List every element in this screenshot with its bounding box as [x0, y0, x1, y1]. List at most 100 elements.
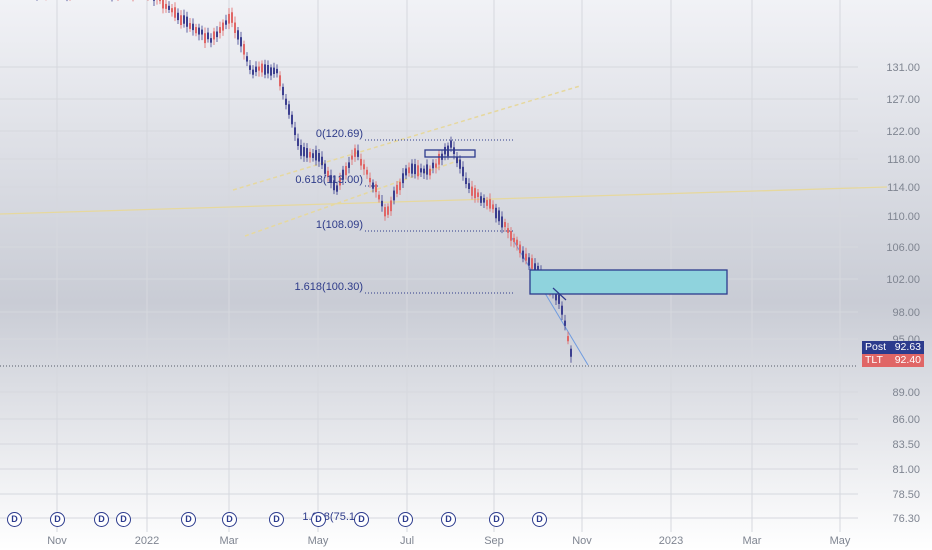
candle: [285, 98, 287, 105]
dividend-marker[interactable]: D: [222, 512, 237, 527]
candle: [210, 38, 212, 43]
candles: [36, 0, 572, 363]
candle: [276, 68, 278, 74]
candle: [312, 153, 314, 158]
candle: [252, 69, 254, 75]
candle: [192, 23, 194, 31]
candle: [249, 65, 251, 70]
candle: [159, 0, 161, 2]
candle: [381, 200, 383, 207]
candle: [324, 163, 326, 174]
candle: [495, 207, 497, 219]
x-tick-label: 2022: [135, 535, 159, 547]
dividend-marker[interactable]: D: [7, 512, 22, 527]
fib-level-label: 1(108.09): [316, 219, 363, 231]
candle: [522, 250, 524, 259]
y-tick-label: 102.00: [886, 274, 920, 286]
candle: [267, 65, 269, 74]
candle: [453, 147, 455, 155]
dividend-marker[interactable]: D: [489, 512, 504, 527]
candle: [273, 67, 275, 75]
price-tag-name: TLT: [865, 354, 883, 366]
candle: [378, 194, 380, 200]
candle: [564, 320, 566, 326]
y-tick-label: 81.00: [892, 464, 920, 476]
candle: [201, 29, 203, 35]
y-tick-label: 110.00: [887, 211, 920, 223]
candle: [450, 140, 452, 148]
drawings: [424, 149, 728, 301]
candle: [231, 12, 233, 23]
candle: [414, 164, 416, 175]
candle: [162, 0, 164, 9]
dividend-marker[interactable]: D: [441, 512, 456, 527]
y-tick-label: 127.00: [886, 94, 920, 106]
dividend-marker[interactable]: D: [181, 512, 196, 527]
candle: [555, 289, 557, 301]
dividend-marker[interactable]: D: [269, 512, 284, 527]
candle: [561, 305, 563, 315]
candle: [534, 263, 536, 273]
candle: [300, 145, 302, 156]
candle: [348, 162, 350, 168]
candle: [528, 257, 530, 266]
axis-labels: Nov 2022 Mar May Jul Sep Nov 2023 Mar May 76.30 78.…: [47, 62, 920, 547]
candle: [489, 199, 491, 209]
candle: [399, 181, 401, 191]
candle: [330, 175, 332, 183]
candle: [342, 169, 344, 180]
candle: [396, 184, 398, 194]
candle: [189, 23, 191, 29]
candle: [204, 33, 206, 44]
dividend-marker[interactable]: D: [311, 512, 326, 527]
candle: [174, 7, 176, 18]
y-tick-label: 76.30: [892, 513, 920, 525]
candle: [279, 75, 281, 87]
x-tick-label: Jul: [400, 535, 414, 547]
dividend-marker[interactable]: D: [50, 512, 65, 527]
candle: [357, 150, 359, 157]
candle: [402, 173, 404, 184]
short-trend-segment: [552, 287, 567, 301]
candle: [213, 31, 215, 40]
dividend-marker[interactable]: D: [116, 512, 131, 527]
y-tick-label: 131.00: [886, 62, 920, 74]
candle: [318, 153, 320, 162]
candle: [171, 8, 173, 13]
supply-zone-rectangle: [529, 269, 728, 295]
candle: [309, 151, 311, 158]
y-tick-label: 114.00: [887, 182, 920, 194]
candle: [405, 168, 407, 176]
candle: [228, 13, 230, 24]
candle: [186, 16, 188, 27]
candle: [513, 237, 515, 242]
horizontal-trendline: [0, 186, 888, 215]
dividend-marker[interactable]: D: [398, 512, 413, 527]
candle: [465, 177, 467, 185]
candle: [270, 67, 272, 76]
dividend-marker[interactable]: D: [354, 512, 369, 527]
candle: [336, 185, 338, 192]
candle: [372, 182, 374, 189]
candle: [492, 204, 494, 210]
x-tick-label: Nov: [572, 535, 592, 547]
candle: [288, 104, 290, 115]
candle: [243, 44, 245, 55]
price-tag-name: Post: [865, 341, 887, 353]
x-tick-label: May: [308, 535, 329, 547]
candle: [471, 186, 473, 196]
candle: [153, 0, 155, 1]
dividend-marker[interactable]: D: [94, 512, 109, 527]
candle: [282, 86, 284, 96]
price-tag-tlt: TLT 92.40: [862, 354, 924, 367]
candle: [339, 177, 341, 186]
x-tick-label: 2023: [659, 535, 683, 547]
candle: [504, 222, 506, 228]
candle: [216, 31, 218, 38]
candle: [264, 64, 266, 75]
candle: [315, 150, 317, 161]
dividend-marker[interactable]: D: [532, 512, 547, 527]
candle: [507, 228, 509, 233]
